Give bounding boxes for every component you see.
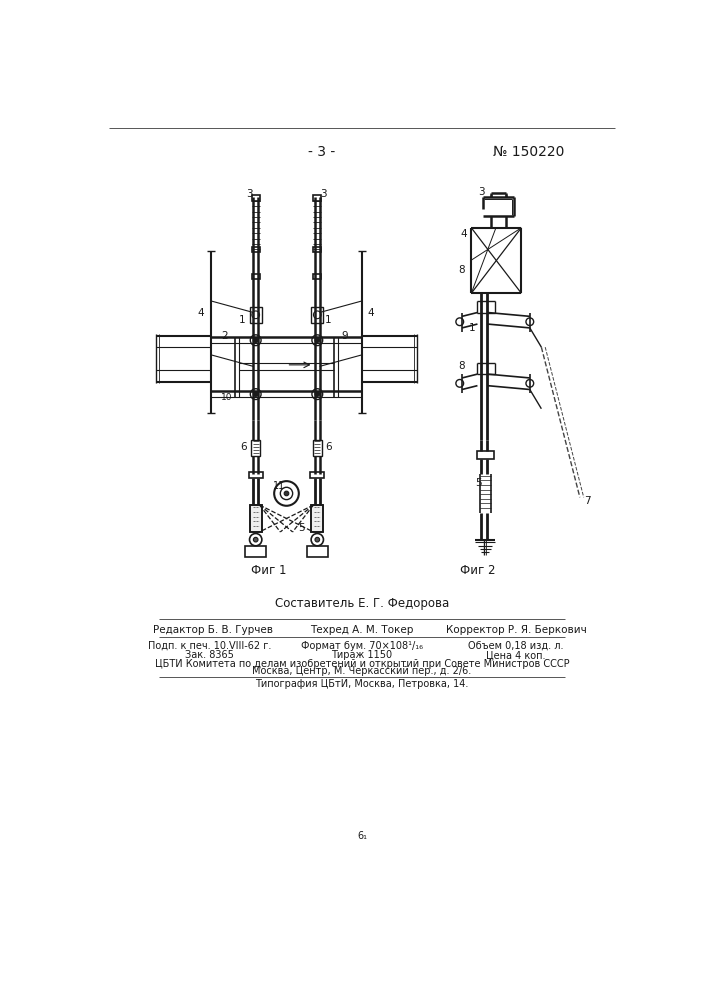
Bar (245, 546, 267, 557)
Bar (252, 247, 259, 252)
Text: Редактор Б. В. Гурчев: Редактор Б. В. Гурчев (153, 625, 274, 635)
Circle shape (253, 537, 258, 542)
Text: 1: 1 (469, 323, 475, 333)
Text: Корректор Р. Я. Беркович: Корректор Р. Я. Беркович (445, 625, 586, 635)
Circle shape (315, 338, 320, 343)
Circle shape (315, 537, 320, 542)
Text: № 150220: № 150220 (493, 145, 565, 159)
Bar (307, 546, 328, 557)
Text: 1: 1 (238, 315, 245, 325)
Text: 5: 5 (298, 523, 305, 533)
Text: Составитель Е. Г. Федорова: Составитель Е. Г. Федорова (275, 597, 449, 610)
Bar (313, 274, 321, 279)
Text: Цена 4 коп.: Цена 4 коп. (486, 650, 546, 660)
Circle shape (253, 338, 258, 343)
Bar (311, 505, 324, 532)
Bar (311, 307, 324, 323)
Text: Техред А. М. Токер: Техред А. М. Токер (310, 625, 414, 635)
Text: Фиг 1: Фиг 1 (251, 564, 286, 577)
Text: 8: 8 (459, 265, 465, 275)
Text: Зак. 8365: Зак. 8365 (185, 650, 234, 660)
Bar (250, 505, 262, 532)
Bar (251, 440, 260, 456)
Text: Фиг 2: Фиг 2 (460, 564, 496, 577)
Bar (313, 247, 321, 252)
Text: Москва, Центр, М. Черкасский пер., д. 2/6.: Москва, Центр, М. Черкасский пер., д. 2/… (252, 666, 472, 676)
Text: 11: 11 (273, 481, 285, 491)
Text: 2: 2 (221, 331, 228, 341)
Bar (250, 505, 262, 532)
Circle shape (284, 491, 288, 496)
Text: Тираж 1150: Тираж 1150 (332, 650, 392, 660)
Text: 9: 9 (341, 331, 348, 341)
Text: 7: 7 (584, 496, 591, 506)
Bar (252, 195, 259, 201)
Text: Подп. к печ. 10.VIII-62 г.: Подп. к печ. 10.VIII-62 г. (148, 641, 271, 651)
Text: 4: 4 (368, 308, 375, 318)
Bar (310, 472, 325, 478)
Bar (252, 274, 259, 279)
Text: 6₁: 6₁ (357, 831, 367, 841)
Text: 3: 3 (246, 189, 253, 199)
Text: 5: 5 (476, 478, 482, 488)
Text: 10: 10 (221, 393, 233, 402)
Bar (312, 440, 322, 456)
Circle shape (253, 392, 258, 396)
Text: 4: 4 (197, 308, 204, 318)
Bar (477, 451, 494, 459)
Text: 3: 3 (320, 189, 327, 199)
Bar (313, 195, 321, 201)
Text: 3: 3 (478, 187, 484, 197)
Text: 4: 4 (460, 229, 467, 239)
Bar (250, 307, 262, 323)
Bar (249, 472, 262, 478)
Text: 6: 6 (240, 442, 247, 452)
Text: Объем 0,18 изд. л.: Объем 0,18 изд. л. (468, 641, 563, 651)
Text: Типография ЦБтИ, Москва, Петровка, 14.: Типография ЦБтИ, Москва, Петровка, 14. (255, 679, 469, 689)
Circle shape (315, 392, 320, 396)
Text: 8: 8 (459, 361, 465, 371)
Bar (311, 505, 324, 532)
Text: Формат бум. 70×108¹/₁₆: Формат бум. 70×108¹/₁₆ (301, 641, 423, 651)
Text: ЦБТИ Комитета по делам изобретений и открытий при Совете Министров СССР: ЦБТИ Комитета по делам изобретений и отк… (155, 659, 569, 669)
Text: - 3 -: - 3 - (308, 145, 335, 159)
Text: 1: 1 (325, 315, 332, 325)
Text: 6: 6 (325, 442, 332, 452)
